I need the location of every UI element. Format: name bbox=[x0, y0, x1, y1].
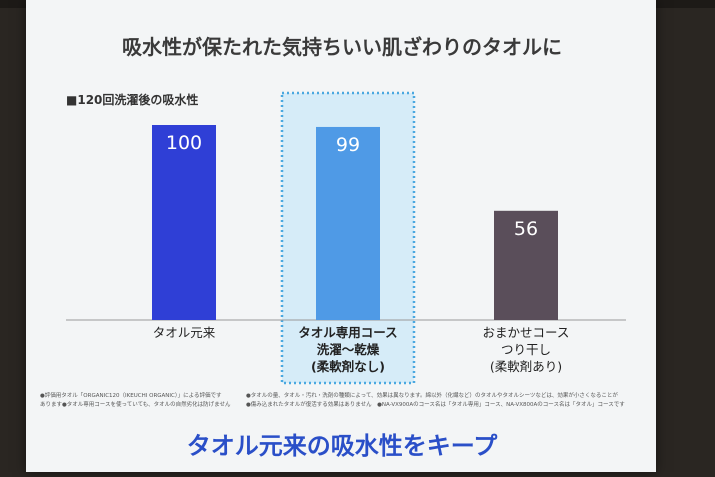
chart-title: 吸水性が保たれた気持ちいい肌ざわりのタオルに bbox=[122, 35, 562, 59]
category-label-3-line-2: つり干し bbox=[501, 342, 551, 357]
footnote-left-1: ●評価用タオル「ORGANIC120（IKEUCHI ORGANIC）」による評… bbox=[40, 393, 222, 399]
bar-value-label-2: 99 bbox=[336, 134, 360, 156]
footnote-right-2: ●傷み込まれたタオルが復活する効果はありません ●NA-VX900Aのコース名は… bbox=[246, 402, 625, 408]
category-label-2-line-1: タオル専用コース bbox=[298, 325, 397, 340]
bar-1 bbox=[152, 125, 216, 320]
bar-2 bbox=[316, 126, 380, 320]
bar-3 bbox=[494, 210, 558, 320]
bar-series: 100 99 56 bbox=[152, 125, 558, 320]
footnote-right-1: ●タオルの量、タオル・汚れ・洗剤の種類によって、効果は異なります。綿以外（化繊な… bbox=[246, 393, 618, 399]
category-label-1-line-1: タオル元来 bbox=[153, 325, 216, 340]
bar-chart: 吸水性が保たれた気持ちいい肌ざわりのタオルに ■120回洗濯後の吸水性 100 9… bbox=[66, 35, 626, 460]
category-label-2-line-2: 洗濯～乾燥 bbox=[317, 342, 380, 357]
category-label-3-line-1: おまかせコース bbox=[483, 325, 570, 340]
bar-value-label-1: 100 bbox=[166, 132, 202, 154]
bar-value-label-3: 56 bbox=[514, 218, 538, 240]
footnote-left-2: あります●タオル専用コースを使っていても、タオルの自然劣化は防げません bbox=[40, 402, 231, 408]
category-label-3-line-3: (柔軟剤あり) bbox=[490, 359, 562, 374]
category-label-2-line-3: (柔軟剤なし) bbox=[311, 359, 385, 374]
legend-label: ■120回洗濯後の吸水性 bbox=[66, 92, 198, 107]
tagline: タオル元来の吸水性をキープ bbox=[187, 432, 499, 460]
